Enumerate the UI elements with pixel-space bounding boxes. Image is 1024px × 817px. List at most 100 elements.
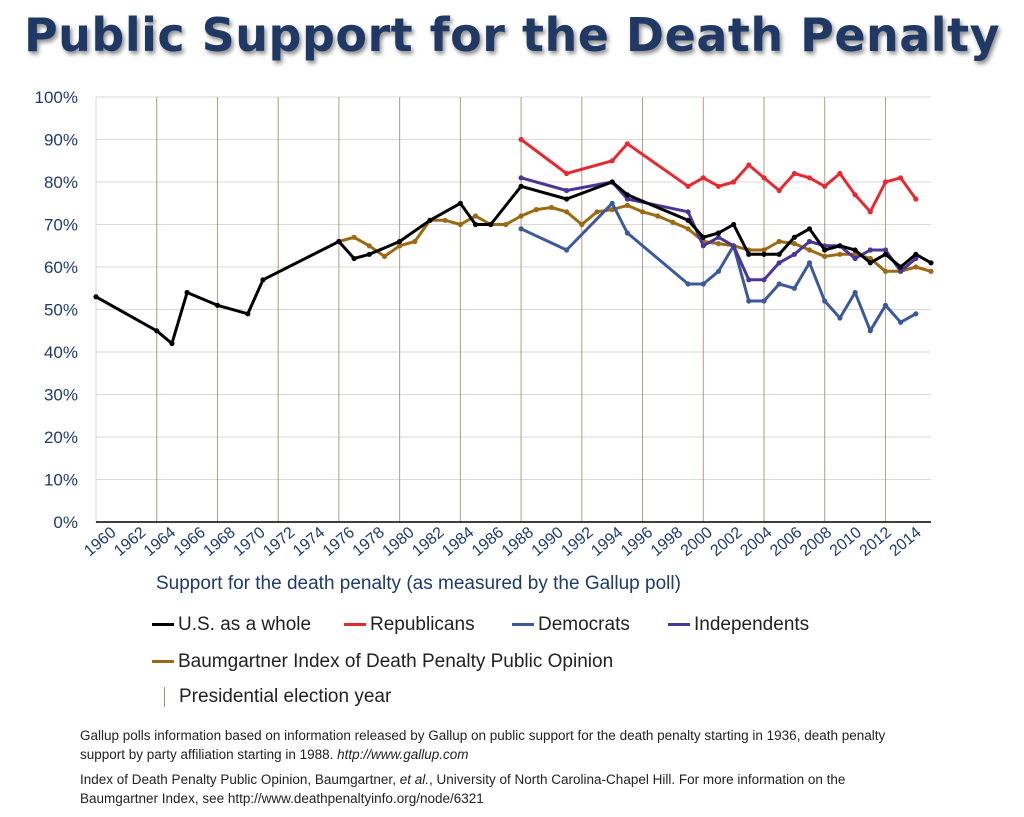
data-point xyxy=(442,217,448,223)
x-axis: 1960196219641966196819701972197419761978… xyxy=(81,521,931,560)
data-point xyxy=(700,281,706,287)
data-point xyxy=(746,162,752,168)
data-point xyxy=(898,175,904,181)
data-point xyxy=(624,202,631,208)
data-point xyxy=(488,221,494,228)
data-point xyxy=(806,247,813,253)
data-point xyxy=(791,251,798,257)
chart-title: Public Support for the Death Penalty xyxy=(23,8,1001,62)
data-point xyxy=(852,247,858,253)
x-tick-label: 1984 xyxy=(439,524,477,560)
x-tick-label: 2006 xyxy=(767,524,805,560)
y-tick-label: 100% xyxy=(35,88,78,107)
series-line xyxy=(95,180,932,345)
data-point xyxy=(351,255,357,262)
data-point xyxy=(169,340,175,347)
data-point xyxy=(776,260,782,266)
y-tick-label: 0% xyxy=(53,513,78,532)
data-point xyxy=(154,328,160,334)
data-point xyxy=(867,209,873,215)
x-tick-label: 1976 xyxy=(320,524,358,560)
series-3 xyxy=(518,175,919,283)
y-tick-label: 10% xyxy=(44,471,78,490)
x-tick-label: 2000 xyxy=(678,524,716,560)
data-point xyxy=(746,298,752,304)
x-tick-label: 2012 xyxy=(857,524,895,560)
legend-item-us: U.S. as a whole xyxy=(152,614,311,636)
data-point xyxy=(791,234,798,240)
data-point xyxy=(882,268,889,274)
chart-series xyxy=(93,136,934,347)
data-point xyxy=(837,243,843,249)
data-point xyxy=(564,187,570,194)
footnote-index-post: , University of North Carolina-Chapel Hi… xyxy=(80,772,846,806)
data-point xyxy=(609,158,615,164)
data-point xyxy=(624,230,631,236)
x-tick-label: 1996 xyxy=(618,524,656,560)
y-tick-label: 30% xyxy=(44,386,78,405)
series-0 xyxy=(93,179,934,347)
data-point xyxy=(518,183,524,189)
y-axis: 0% 10% 20% 30% 40% 50% 60% 70% 80% 90% 100% xyxy=(35,88,78,532)
data-point xyxy=(715,230,722,236)
data-point xyxy=(518,136,524,143)
data-point xyxy=(913,264,919,270)
data-point xyxy=(898,264,904,270)
x-tick-label: 1978 xyxy=(350,524,388,560)
data-point xyxy=(472,213,479,219)
data-point xyxy=(882,302,889,308)
data-point xyxy=(852,192,858,198)
data-point xyxy=(776,281,782,287)
data-point xyxy=(852,255,858,262)
data-point xyxy=(731,221,737,228)
x-tick-label: 1966 xyxy=(171,524,209,560)
legend-swatch-us xyxy=(152,623,174,627)
data-point xyxy=(685,209,691,215)
y-tick-label: 80% xyxy=(44,173,78,192)
data-point xyxy=(761,247,767,253)
legend-item-republicans: Republicans xyxy=(344,614,475,636)
y-tick-label: 40% xyxy=(44,343,78,362)
data-point xyxy=(791,241,798,247)
data-point xyxy=(867,328,873,334)
data-point xyxy=(746,277,752,283)
x-tick-label: 2010 xyxy=(827,524,865,560)
data-point xyxy=(336,238,342,245)
data-point xyxy=(776,251,782,257)
data-point xyxy=(548,204,555,211)
x-tick-label: 1960 xyxy=(81,524,119,560)
x-tick-label: 1972 xyxy=(260,524,298,560)
data-point xyxy=(518,175,524,181)
data-point xyxy=(184,289,190,296)
y-tick-label: 60% xyxy=(44,258,78,277)
data-point xyxy=(837,315,843,321)
data-point xyxy=(457,200,463,206)
data-point xyxy=(761,277,767,283)
x-tick-label: 1974 xyxy=(290,524,328,560)
legend-item-baumgartner: Baumgartner Index of Death Penalty Publi… xyxy=(152,651,613,673)
data-point xyxy=(700,243,706,249)
footnote-index-etal: et al. xyxy=(399,772,429,787)
data-point xyxy=(715,268,722,274)
legend-label-independents: Independents xyxy=(694,614,810,635)
x-tick-label: 1980 xyxy=(380,524,418,560)
data-point xyxy=(564,209,570,215)
data-point xyxy=(913,251,919,257)
legend-item-election-year: Presidential election year xyxy=(158,686,391,708)
x-tick-label: 2002 xyxy=(708,524,746,560)
data-point xyxy=(776,187,782,194)
data-point xyxy=(397,238,403,245)
x-tick-label: 1962 xyxy=(111,524,149,560)
data-point xyxy=(715,241,722,247)
data-point xyxy=(457,221,463,228)
data-point xyxy=(882,251,889,257)
legend-label-election-year: Presidential election year xyxy=(179,686,392,707)
legend-item-democrats: Democrats xyxy=(512,614,630,636)
x-tick-label: 1982 xyxy=(409,524,447,560)
data-point xyxy=(928,268,934,274)
footnote-gallup-url: http://www.gallup.com xyxy=(337,747,469,762)
legend-swatch-democrats xyxy=(512,623,534,627)
data-point xyxy=(731,243,737,249)
x-tick-label: 1992 xyxy=(558,524,596,560)
data-point xyxy=(882,247,889,253)
